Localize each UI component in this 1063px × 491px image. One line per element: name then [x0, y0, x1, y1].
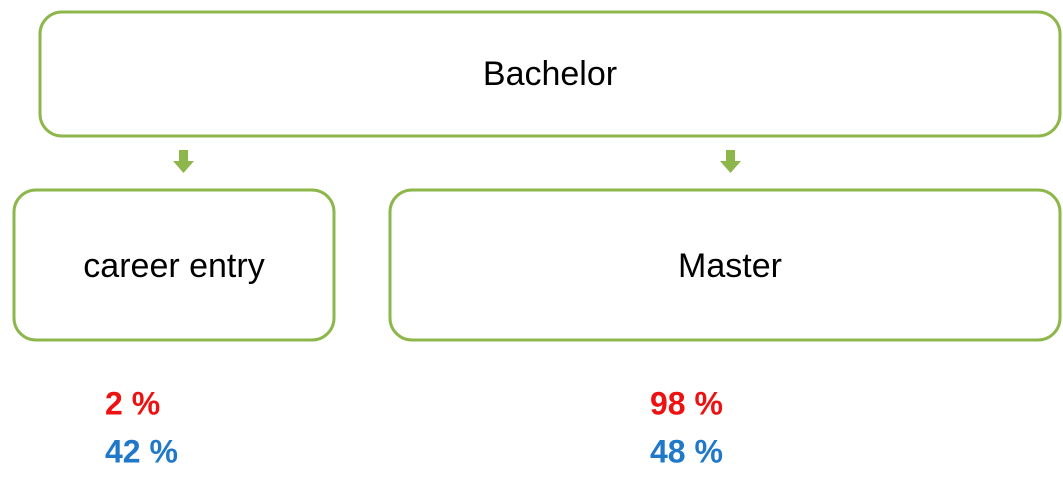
stat: 98 %	[650, 385, 723, 421]
master-box	[388, 188, 1062, 342]
stat: 42 %	[105, 433, 178, 469]
career-entry-label: career entry	[83, 247, 264, 285]
stat: 48 %	[650, 433, 723, 469]
career-entry-box	[12, 188, 336, 342]
arrow	[720, 150, 741, 173]
arrow	[173, 150, 194, 173]
stat: 2 %	[105, 385, 160, 421]
master-label: Master	[678, 247, 782, 285]
bachelor-label: Bachelor	[483, 55, 617, 93]
bachelor-box	[38, 10, 1062, 138]
